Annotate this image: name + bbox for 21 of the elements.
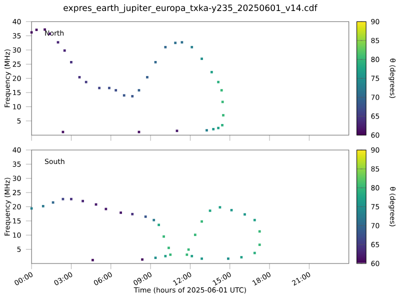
point	[174, 42, 177, 44]
point	[164, 254, 167, 258]
point	[30, 207, 33, 210]
point	[152, 218, 156, 222]
point	[42, 204, 44, 208]
point	[30, 31, 33, 34]
point	[122, 94, 126, 97]
point	[164, 46, 167, 48]
point	[190, 254, 194, 258]
point	[187, 248, 190, 251]
point	[131, 212, 134, 216]
point	[158, 224, 160, 226]
point	[258, 230, 261, 233]
point	[253, 218, 256, 222]
point	[221, 100, 224, 104]
point	[169, 253, 172, 256]
chart-title: expres_earth_jupiter_europa_txka-y235_20250601_v14.cdf	[64, 4, 318, 13]
point	[144, 215, 147, 218]
point	[186, 253, 188, 256]
point	[190, 46, 194, 48]
point	[212, 128, 215, 130]
